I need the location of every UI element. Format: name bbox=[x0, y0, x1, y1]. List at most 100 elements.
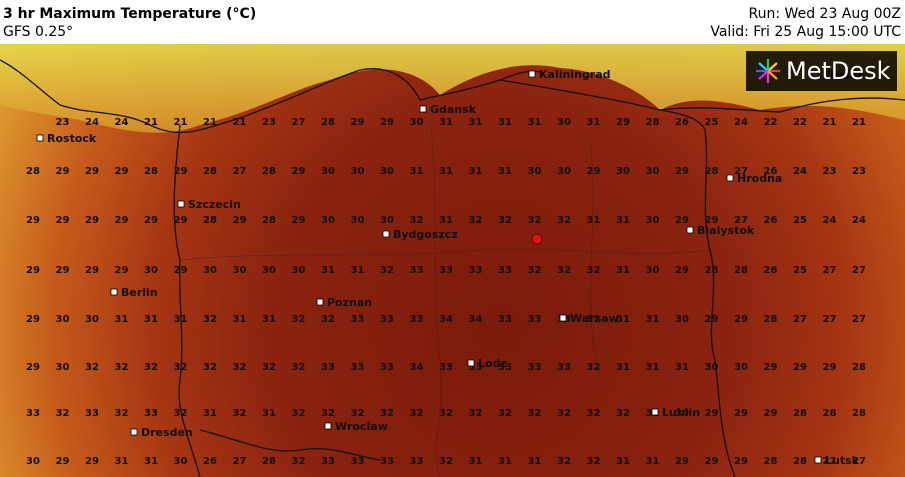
temperature-value: 33 bbox=[528, 314, 542, 325]
temperature-value: 33 bbox=[410, 456, 424, 467]
city-label: Dresden bbox=[141, 426, 193, 439]
temperature-value: 31 bbox=[115, 456, 129, 467]
temperature-value: 29 bbox=[26, 362, 40, 373]
temperature-value: 31 bbox=[469, 166, 483, 177]
logo-box: MetDesk bbox=[746, 51, 897, 91]
temperature-value: 27 bbox=[734, 215, 748, 226]
city-marker bbox=[130, 428, 138, 436]
temperature-value: 31 bbox=[616, 314, 630, 325]
temperature-value: 25 bbox=[705, 117, 719, 128]
temperature-value: 31 bbox=[587, 215, 601, 226]
temperature-value: 32 bbox=[410, 215, 424, 226]
temperature-value: 31 bbox=[587, 117, 601, 128]
temperature-value: 32 bbox=[115, 362, 129, 373]
model: GFS 0.25° bbox=[3, 24, 73, 40]
temperature-value: 29 bbox=[292, 215, 306, 226]
temperature-value: 33 bbox=[321, 456, 335, 467]
temperature-value: 21 bbox=[233, 117, 247, 128]
temperature-value: 28 bbox=[203, 215, 217, 226]
temperature-value: 29 bbox=[233, 215, 247, 226]
city-label: Rostock bbox=[47, 132, 97, 145]
temperature-value: 33 bbox=[498, 362, 512, 373]
city-label: Gdansk bbox=[430, 103, 477, 116]
temperature-value: 28 bbox=[262, 215, 276, 226]
city-label: Lublin bbox=[662, 406, 700, 419]
temperature-value: 30 bbox=[262, 265, 276, 276]
temperature-value: 32 bbox=[616, 408, 630, 419]
temperature-value: 28 bbox=[321, 117, 335, 128]
temperature-value: 28 bbox=[26, 166, 40, 177]
title: 3 hr Maximum Temperature (°C) bbox=[3, 6, 256, 22]
temperature-value: 22 bbox=[764, 117, 778, 128]
temperature-value: 30 bbox=[351, 166, 365, 177]
temperature-value: 30 bbox=[380, 215, 394, 226]
temperature-value: 23 bbox=[56, 117, 70, 128]
temperature-value: 28 bbox=[793, 408, 807, 419]
temperature-value: 29 bbox=[174, 215, 188, 226]
temperature-value: 31 bbox=[616, 456, 630, 467]
temperature-value: 30 bbox=[646, 166, 660, 177]
temperature-value: 29 bbox=[616, 117, 630, 128]
temperature-value: 33 bbox=[469, 265, 483, 276]
temperature-value: 27 bbox=[823, 456, 837, 467]
temperature-value: 23 bbox=[262, 117, 276, 128]
temperature-value: 32 bbox=[292, 408, 306, 419]
valid-time: Valid: Fri 25 Aug 15:00 UTC bbox=[710, 24, 901, 40]
temperature-value: 31 bbox=[203, 408, 217, 419]
temperature-value: 32 bbox=[292, 362, 306, 373]
temperature-value: 30 bbox=[351, 215, 365, 226]
temperature-value: 29 bbox=[174, 166, 188, 177]
temperature-value: 32 bbox=[321, 314, 335, 325]
temperature-value: 32 bbox=[557, 265, 571, 276]
temperature-value: 21 bbox=[823, 117, 837, 128]
temperature-value: 32 bbox=[557, 408, 571, 419]
temperature-value: 34 bbox=[410, 362, 424, 373]
temperature-value: 29 bbox=[705, 408, 719, 419]
temperature-value: 26 bbox=[764, 265, 778, 276]
city-marker bbox=[110, 288, 118, 296]
temperature-value: 24 bbox=[85, 117, 99, 128]
city-marker bbox=[177, 200, 185, 208]
temperature-value: 33 bbox=[144, 408, 158, 419]
temperature-value: 33 bbox=[321, 362, 335, 373]
temperature-value: 21 bbox=[174, 117, 188, 128]
temperature-value: 28 bbox=[705, 265, 719, 276]
temperature-value: 29 bbox=[351, 117, 365, 128]
temperature-value: 30 bbox=[734, 362, 748, 373]
temperature-value: 28 bbox=[705, 166, 719, 177]
temperature-value: 29 bbox=[764, 362, 778, 373]
temperature-value: 31 bbox=[410, 166, 424, 177]
temperature-value: 29 bbox=[56, 456, 70, 467]
temperature-value: 30 bbox=[56, 362, 70, 373]
temperature-value: 29 bbox=[115, 265, 129, 276]
temperature-value: 29 bbox=[115, 215, 129, 226]
temperature-value: 28 bbox=[144, 166, 158, 177]
temperature-value: 33 bbox=[85, 408, 99, 419]
temperature-value: 30 bbox=[380, 166, 394, 177]
city-marker bbox=[651, 408, 659, 416]
temperature-value: 24 bbox=[823, 215, 837, 226]
temperature-value: 30 bbox=[56, 314, 70, 325]
temperature-value: 33 bbox=[351, 456, 365, 467]
temperature-value: 28 bbox=[262, 456, 276, 467]
temperature-value: 29 bbox=[675, 265, 689, 276]
temperature-value: 28 bbox=[203, 166, 217, 177]
temperature-value: 30 bbox=[292, 265, 306, 276]
temperature-value: 31 bbox=[439, 215, 453, 226]
temperature-value: 31 bbox=[528, 117, 542, 128]
temperature-value: 32 bbox=[233, 362, 247, 373]
temperature-value: 33 bbox=[410, 314, 424, 325]
temperature-value: 32 bbox=[203, 314, 217, 325]
city-label: Poznan bbox=[327, 296, 372, 309]
temperature-value: 26 bbox=[203, 456, 217, 467]
temperature-value: 29 bbox=[56, 265, 70, 276]
temperature-value: 32 bbox=[557, 456, 571, 467]
temperature-value: 31 bbox=[174, 314, 188, 325]
temperature-value: 30 bbox=[321, 215, 335, 226]
temperature-value: 29 bbox=[292, 166, 306, 177]
temperature-value: 30 bbox=[557, 166, 571, 177]
temperature-value: 31 bbox=[498, 117, 512, 128]
temperature-value: 29 bbox=[823, 362, 837, 373]
temperature-value: 31 bbox=[115, 314, 129, 325]
temperature-value: 28 bbox=[793, 456, 807, 467]
